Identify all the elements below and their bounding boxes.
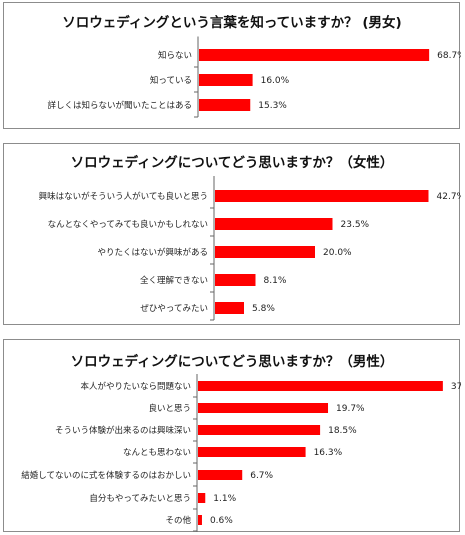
category-label: 全く理解できない <box>140 275 208 286</box>
bar <box>198 403 329 413</box>
chart-title: ソロウェディングという言葉を知っていますか？ (男女) <box>62 14 401 31</box>
data-label: 0.6% <box>210 516 233 526</box>
data-label: 18.5% <box>328 426 357 436</box>
bar <box>198 515 202 525</box>
bar <box>198 425 321 435</box>
bar <box>198 447 306 457</box>
data-label: 16.3% <box>314 448 343 458</box>
category-label: 詳しくは知らないが聞いたことはある <box>47 100 192 111</box>
data-label: 37.1% <box>451 382 461 392</box>
category-label: 結婚してないのに式を体験するのはおかしい <box>21 470 191 481</box>
bar <box>215 274 256 286</box>
bar <box>215 218 333 230</box>
chart-panel-female: ソロウェディングについてどう思いますか？（女性） 興味はないがそういう人がいても良… <box>3 143 462 325</box>
data-label: 6.7% <box>250 471 273 481</box>
category-label: 自分もやってみたいと思う <box>89 493 191 504</box>
bar <box>198 493 206 503</box>
category-label: ぜひやってみたい <box>140 304 208 314</box>
data-label: 8.1% <box>264 276 287 286</box>
data-label: 16.0% <box>261 76 290 86</box>
data-label: 15.3% <box>258 101 287 111</box>
chart-panel-male: ソロウェディングについてどう思いますか？（男性） 本人がやりたいなら問題ない 37.… <box>3 339 461 532</box>
data-label: 20.0% <box>323 248 352 258</box>
chart-female: ソロウェディングについてどう思いますか？（女性） 興味はないがそういう人がいても良… <box>39 154 462 321</box>
bar <box>215 190 429 202</box>
category-label: 良いと思う <box>148 403 191 414</box>
chart-panel-awareness: ソロウェディングという言葉を知っていますか？ (男女) 知らない 68.7% 知ってい… <box>3 2 461 129</box>
category-label: やりたくはないが興味がある <box>97 247 208 258</box>
data-label: 42.7% <box>437 192 462 202</box>
category-label: 興味はないがそういう人がいても良いと思う <box>39 191 208 202</box>
category-label: そういう体験が出来るのは興味深い <box>55 425 191 436</box>
category-label: 知らない <box>158 50 192 61</box>
data-label: 5.8% <box>252 304 275 314</box>
chart-title: ソロウェディングについてどう思いますか？（男性） <box>71 353 394 370</box>
bar <box>199 99 251 111</box>
bar <box>215 302 244 314</box>
category-label: 本人がやりたいなら問題ない <box>80 381 191 392</box>
chart-awareness: ソロウェディングという言葉を知っていますか？ (男女) 知らない 68.7% 知ってい… <box>47 14 461 118</box>
data-label: 1.1% <box>213 494 236 504</box>
category-label: なんとも思わない <box>123 448 191 458</box>
chart-title: ソロウェディングについてどう思いますか？（女性） <box>71 154 394 171</box>
bar <box>215 246 315 258</box>
bar <box>198 381 443 391</box>
bar <box>199 49 430 61</box>
category-label: なんとなくやってみても良いかもしれない <box>48 219 208 230</box>
chart-male: ソロウェディングについてどう思いますか？（男性） 本人がやりたいなら問題ない 37.… <box>21 353 461 532</box>
category-label: 知っている <box>150 75 192 86</box>
data-label: 68.7% <box>437 51 461 61</box>
category-label: その他 <box>165 515 191 526</box>
data-label: 23.5% <box>341 220 370 230</box>
bar <box>198 470 243 480</box>
data-label: 19.7% <box>336 404 365 414</box>
bar <box>199 74 253 86</box>
